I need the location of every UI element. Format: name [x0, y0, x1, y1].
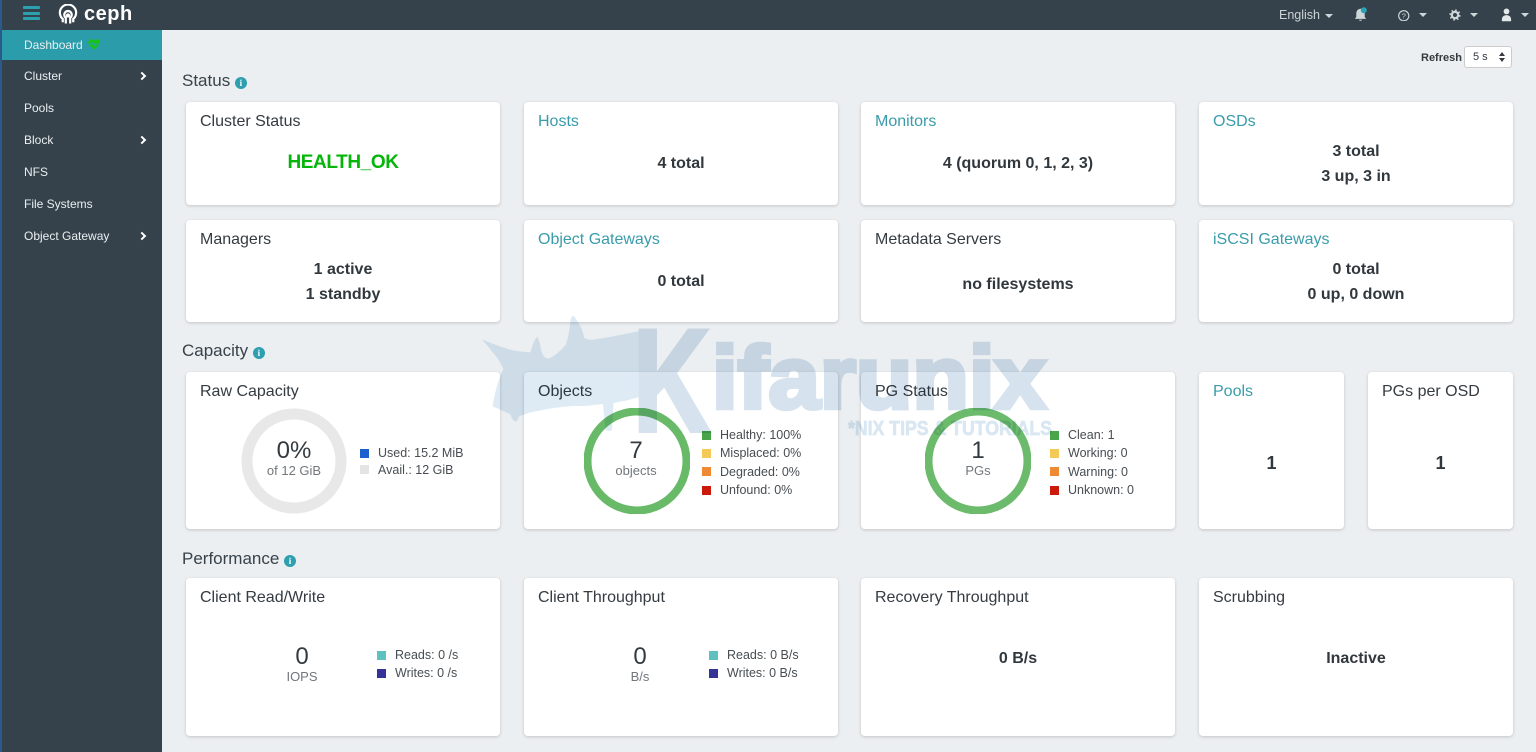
svg-text:?: ? [1402, 11, 1406, 20]
